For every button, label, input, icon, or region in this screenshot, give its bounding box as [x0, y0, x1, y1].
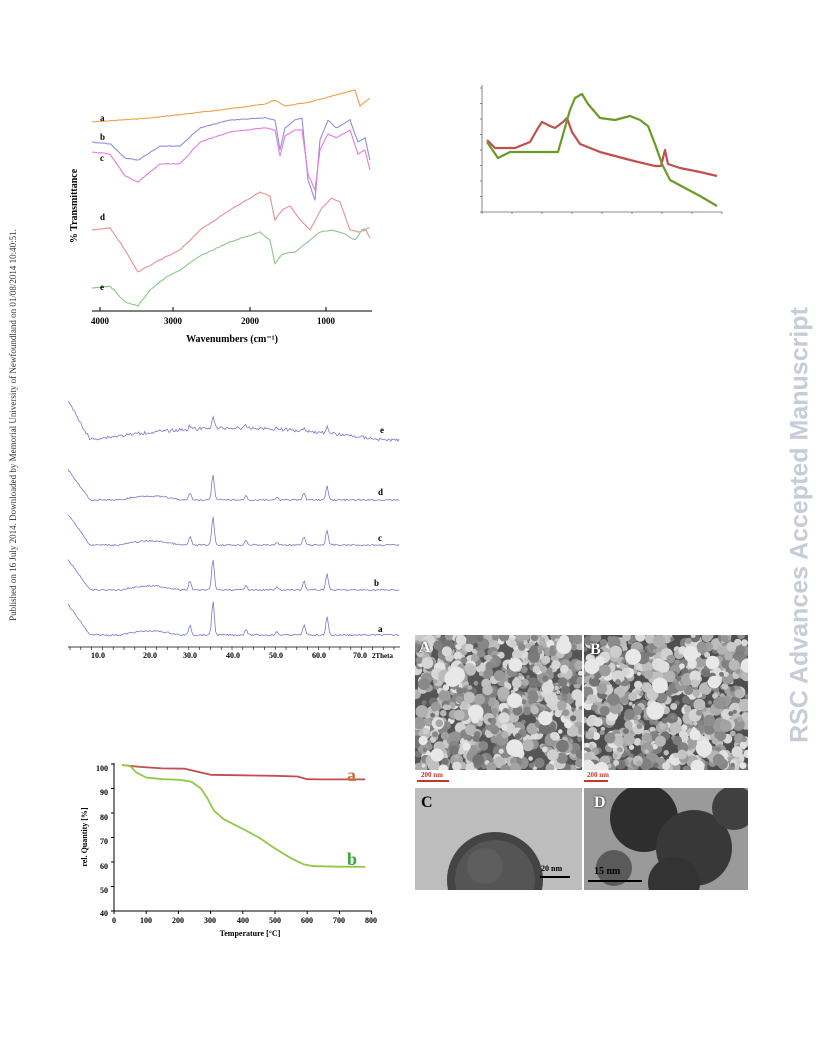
xrd-tick-20: 20.0	[143, 651, 157, 660]
xrd-label-d: d	[378, 487, 383, 497]
watermark-text: RSC Advances Accepted Manuscript	[785, 307, 814, 743]
xrd-chart: 10.0 20.0 30.0 40.0 50.0 60.0 70.0 2Thet…	[67, 400, 400, 660]
xrd-curves	[67, 400, 400, 637]
tga-curve-a	[121, 764, 366, 781]
tga-ytick-90: 90	[100, 788, 108, 797]
tr-curve-1	[486, 116, 718, 178]
xrd-ticks	[69, 647, 395, 650]
micrograph-a-texture	[415, 635, 582, 770]
xrd-tick-40: 40.0	[226, 651, 240, 660]
tga-xlabel: Temperature [°C]	[220, 929, 281, 938]
tga-xtick-400: 400	[237, 916, 249, 925]
tga-xtick-300: 300	[204, 916, 216, 925]
ftir-curve-a	[91, 89, 371, 123]
xrd-label-a: a	[378, 624, 383, 634]
tga-ytick-50: 50	[100, 886, 108, 895]
tga-xtick-700: 700	[333, 916, 345, 925]
ftir-chart: % Transmittance a b c d e 4000 3000 2000…	[70, 89, 372, 345]
xrd-axis-unit: 2Theta	[372, 652, 394, 660]
ftir-label-b: b	[100, 132, 105, 142]
tga-ylabel: rel. Quantity [%]	[80, 807, 89, 867]
tga-ytick-40: 40	[100, 909, 108, 918]
micrograph-b-texture	[584, 635, 748, 770]
tr-curve-2	[486, 92, 718, 207]
tga-curve-b	[121, 764, 366, 868]
xrd-tick-10: 10.0	[91, 651, 105, 660]
xrd-tick-50: 50.0	[269, 651, 283, 660]
scale-strip: 200 nm 200 nm	[415, 770, 748, 788]
ftir-curve-e	[92, 227, 371, 307]
xrd-tick-60: 60.0	[312, 651, 326, 660]
tga-xtick-800: 800	[365, 916, 377, 925]
ftir-curve-b	[91, 117, 371, 201]
publication-note: Published on 16 July 2014. Downloaded by…	[4, 190, 22, 660]
tga-ytick-80: 80	[100, 813, 108, 822]
xrd-label-c: c	[378, 533, 382, 543]
ftir-label-e: e	[100, 282, 104, 292]
tr-ticks	[480, 87, 723, 214]
micrograph-a-scale: 200 nm	[421, 771, 443, 779]
tr-curves	[486, 92, 718, 207]
micrograph-b-label: B	[590, 641, 601, 658]
xrd-tick-70: 70.0	[353, 651, 367, 660]
micrograph-a-label: A	[419, 639, 431, 656]
ftir-curve-d	[91, 191, 371, 273]
xrd-curve-d	[67, 469, 400, 502]
ftir-tick-3000: 3000	[164, 316, 183, 326]
xrd-label-e: e	[380, 425, 384, 435]
tga-ytick-100: 100	[96, 764, 108, 773]
tga-ticks	[111, 763, 373, 914]
tga-label-a: a	[347, 765, 356, 785]
micrograph-d-scale-bar	[588, 880, 642, 882]
ftir-curves	[91, 89, 371, 311]
micrograph-c-scale: 20 nm	[541, 864, 563, 873]
micrograph-c-label: C	[421, 794, 433, 811]
xrd-curve-e	[67, 400, 400, 443]
micrograph-b: B	[584, 635, 748, 770]
ftir-tick-4000: 4000	[91, 316, 110, 326]
tga-xtick-600: 600	[301, 916, 313, 925]
micrograph-b-scale: 200 nm	[587, 771, 609, 779]
micrograph-c-texture	[415, 788, 582, 890]
micrograph-a-scale-bar	[417, 780, 449, 782]
micrograph-d-texture	[584, 788, 748, 890]
xrd-tick-30: 30.0	[183, 651, 197, 660]
ftir-label-d: d	[100, 212, 105, 222]
ftir-curve-c	[92, 127, 371, 192]
tga-label-b: b	[347, 849, 357, 869]
tga-curves	[121, 764, 366, 868]
publication-note-text: Published on 16 July 2014. Downloaded by…	[8, 229, 18, 621]
ftir-ylabel: % Transmittance	[70, 168, 80, 243]
ftir-tick-2000: 2000	[241, 316, 260, 326]
xrd-curve-a	[67, 601, 400, 637]
watermark: RSC Advances Accepted Manuscript	[770, 240, 816, 810]
tga-xtick-100: 100	[140, 916, 152, 925]
top-right-chart	[480, 85, 723, 214]
ftir-label-a: a	[100, 113, 105, 123]
micrograph-d-label: D	[594, 794, 606, 811]
micrograph-c-scale-bar	[540, 876, 570, 878]
micrograph-c: C 20 nm	[415, 788, 582, 890]
xrd-curve-c	[67, 514, 400, 547]
micrograph-d-scale: 15 nm	[594, 866, 621, 877]
ftir-label-c: c	[100, 153, 104, 163]
micrograph-a: A	[415, 635, 582, 770]
tga-xtick-0: 0	[112, 916, 116, 925]
ftir-tick-1000: 1000	[317, 316, 336, 326]
tga-ytick-60: 60	[100, 862, 108, 871]
xrd-label-b: b	[374, 578, 379, 588]
tga-chart: 100 90 80 70 60 50 40 0 100 200 300 400 …	[80, 763, 377, 938]
micrograph-d: D 15 nm	[584, 788, 748, 890]
tga-xtick-500: 500	[269, 916, 281, 925]
micrograph-b-scale-bar	[584, 780, 608, 782]
tga-ytick-70: 70	[100, 837, 108, 846]
xrd-curve-b	[67, 559, 400, 592]
tga-xtick-200: 200	[172, 916, 184, 925]
ftir-xlabel: Wavenumbers (cm⁻¹)	[186, 334, 278, 345]
